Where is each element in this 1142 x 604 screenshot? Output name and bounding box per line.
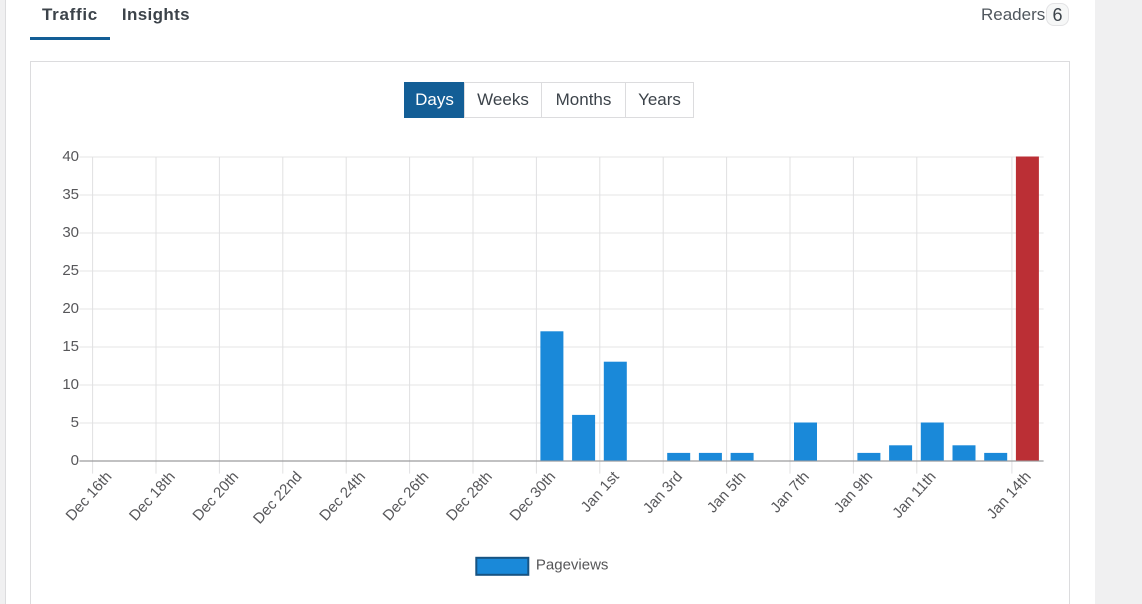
svg-text:20: 20 bbox=[62, 300, 79, 317]
svg-text:5: 5 bbox=[71, 414, 79, 431]
svg-text:Jan 5th: Jan 5th bbox=[704, 468, 750, 516]
svg-text:0: 0 bbox=[71, 452, 79, 469]
svg-text:Jan 1st: Jan 1st bbox=[578, 468, 624, 516]
svg-text:Pageviews: Pageviews bbox=[536, 557, 609, 574]
svg-text:Jan 7th: Jan 7th bbox=[767, 468, 813, 516]
svg-text:Dec 16th: Dec 16th bbox=[63, 468, 116, 524]
svg-text:Dec 30th: Dec 30th bbox=[506, 468, 559, 524]
svg-text:15: 15 bbox=[62, 338, 79, 355]
svg-text:Dec 28th: Dec 28th bbox=[443, 468, 496, 524]
svg-text:Dec 22nd: Dec 22nd bbox=[250, 468, 306, 527]
svg-text:10: 10 bbox=[62, 376, 79, 393]
svg-text:Jan 3rd: Jan 3rd bbox=[640, 468, 686, 517]
svg-text:30: 30 bbox=[62, 224, 79, 241]
svg-text:35: 35 bbox=[62, 186, 79, 203]
svg-text:Jan 11th: Jan 11th bbox=[889, 468, 939, 521]
svg-text:Jan 9th: Jan 9th bbox=[831, 468, 877, 516]
svg-text:25: 25 bbox=[62, 262, 79, 279]
svg-text:Dec 18th: Dec 18th bbox=[126, 468, 179, 524]
svg-text:Dec 26th: Dec 26th bbox=[380, 468, 433, 524]
svg-text:Dec 24th: Dec 24th bbox=[316, 468, 369, 524]
svg-text:Jan 14th: Jan 14th bbox=[984, 468, 1035, 522]
svg-text:Dec 20th: Dec 20th bbox=[189, 468, 242, 524]
svg-text:40: 40 bbox=[62, 148, 79, 165]
